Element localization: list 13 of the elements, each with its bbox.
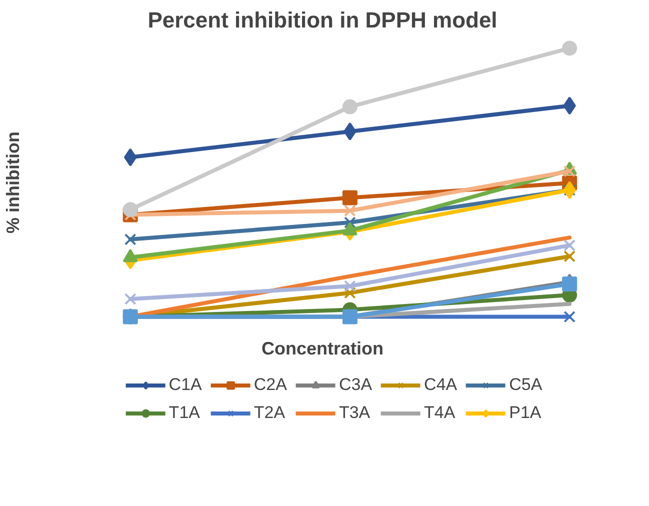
legend-label: P1A xyxy=(509,402,542,422)
legend-label: C3A xyxy=(338,374,372,394)
legend-label: T2A xyxy=(254,402,286,422)
legend-label: C4A xyxy=(424,374,458,394)
legend-label: T3A xyxy=(338,402,370,422)
x-axis-title: Concentration xyxy=(262,338,384,358)
y-axis-title: % inhibition xyxy=(3,132,24,234)
legend-label: T4A xyxy=(424,402,456,422)
legend-label: C5A xyxy=(509,374,542,394)
chart-title: Percent inhibition in DPPH model xyxy=(148,8,498,32)
legend-label: T1A xyxy=(168,402,200,422)
legend-label: C1A xyxy=(168,374,202,394)
legend-label: C2A xyxy=(254,374,287,394)
